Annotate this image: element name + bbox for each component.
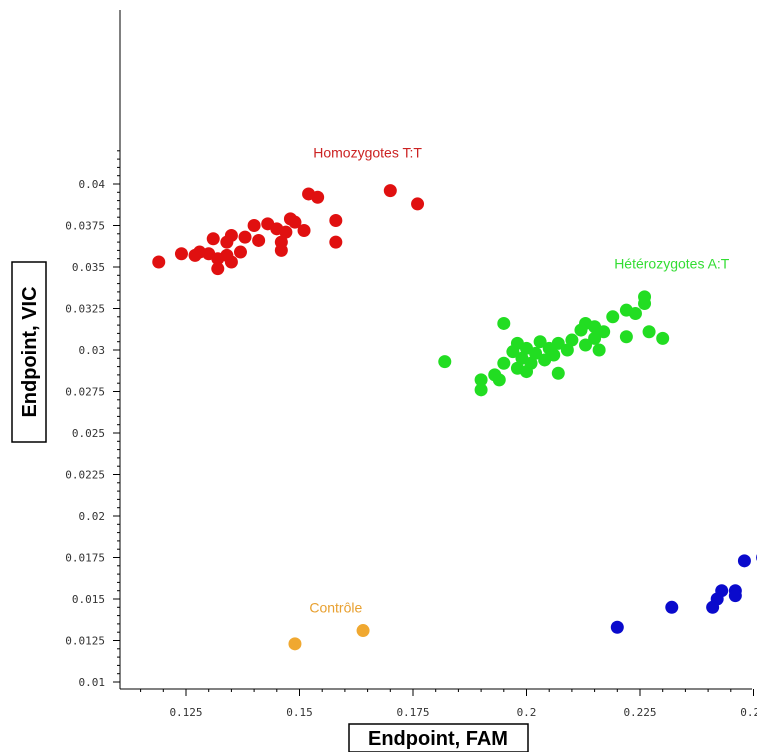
data-point xyxy=(628,306,642,320)
x-tick-label: 0.15 xyxy=(286,706,313,719)
data-point xyxy=(329,235,343,249)
data-point xyxy=(211,252,225,266)
data-point xyxy=(610,620,624,634)
y-tick-label: 0.03 xyxy=(79,344,106,357)
data-point xyxy=(288,637,302,651)
y-tick-label: 0.01 xyxy=(79,676,106,689)
data-point xyxy=(728,589,742,603)
data-point xyxy=(597,325,611,339)
x-tick-label: 0.225 xyxy=(623,706,656,719)
data-point xyxy=(252,233,266,247)
data-point xyxy=(565,333,579,347)
data-point xyxy=(638,297,652,311)
data-point xyxy=(592,343,606,357)
data-point xyxy=(474,383,488,397)
data-point xyxy=(665,600,679,614)
data-point xyxy=(297,223,311,237)
data-point xyxy=(188,248,202,262)
data-point xyxy=(247,219,261,232)
data-point xyxy=(588,331,602,345)
y-tick-label: 0.0325 xyxy=(65,303,105,316)
data-point xyxy=(152,255,166,269)
data-point xyxy=(642,325,656,339)
x-axis-title-box xyxy=(348,723,529,752)
cluster-label: Contrôle xyxy=(309,599,362,615)
data-point xyxy=(438,355,452,369)
data-point xyxy=(329,214,343,228)
data-point xyxy=(211,262,225,276)
axes xyxy=(119,10,752,690)
y-tick-label: 0.0125 xyxy=(65,635,105,648)
data-point xyxy=(520,365,533,379)
x-tick-label: 0.175 xyxy=(396,706,429,719)
y-tick-label: 0.0225 xyxy=(65,469,105,482)
data-point xyxy=(238,230,252,244)
x-tick-label: 0.2 xyxy=(517,706,537,719)
data-point xyxy=(474,373,488,387)
y-tick-label: 0.025 xyxy=(72,427,105,440)
data-point xyxy=(574,323,588,337)
data-points xyxy=(152,184,757,651)
data-point xyxy=(619,330,633,344)
data-point xyxy=(551,366,565,380)
cluster-label: Homozygotes T:T xyxy=(313,144,422,160)
data-point xyxy=(174,247,188,261)
data-point xyxy=(411,197,425,211)
y-axis-title: Endpoint, VIC xyxy=(19,286,41,417)
data-point xyxy=(311,190,325,204)
data-point xyxy=(656,331,670,345)
data-point xyxy=(497,356,511,370)
y-tick-label: 0.0275 xyxy=(65,386,105,399)
data-point xyxy=(492,373,506,387)
data-point xyxy=(356,624,370,638)
y-tick-label: 0.02 xyxy=(79,510,106,523)
y-tick-label: 0.0375 xyxy=(65,220,105,233)
data-point xyxy=(224,255,238,269)
y-tick-label: 0.015 xyxy=(72,593,105,606)
data-point xyxy=(274,243,288,257)
data-point xyxy=(206,232,220,246)
data-point xyxy=(579,338,593,352)
x-axis-title: Endpoint, FAM xyxy=(368,728,508,750)
data-point xyxy=(606,310,620,324)
y-axis-title-box xyxy=(11,261,47,443)
y-tick-label: 0.035 xyxy=(72,261,105,274)
data-point xyxy=(288,215,302,229)
data-point xyxy=(533,335,547,349)
x-tick-label: 0.25 xyxy=(740,706,757,719)
data-point xyxy=(538,353,552,367)
data-point xyxy=(737,554,751,568)
y-tick-label: 0.04 xyxy=(79,178,106,191)
data-point xyxy=(706,600,720,614)
cluster-label: Hétérozygotes A:T xyxy=(614,256,730,272)
x-tick-label: 0.125 xyxy=(169,706,202,719)
y-tick-label: 0.0175 xyxy=(65,552,105,565)
data-point xyxy=(560,343,574,357)
ticks: 0.1250.150.1750.20.2250.250.2750.30.30.0… xyxy=(65,150,757,719)
data-point xyxy=(497,316,511,330)
data-point xyxy=(506,345,520,359)
data-point xyxy=(279,225,293,239)
data-point xyxy=(220,235,234,249)
data-point xyxy=(383,184,397,198)
data-point xyxy=(233,245,247,259)
data-point xyxy=(529,346,543,360)
